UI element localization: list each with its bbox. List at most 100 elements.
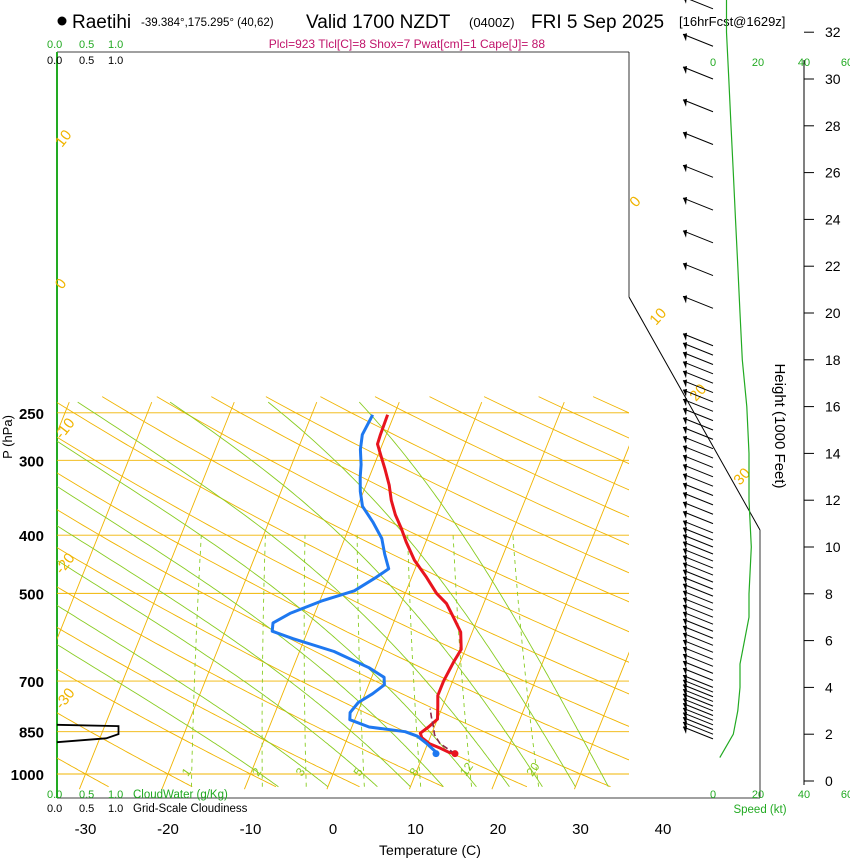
wind-barb	[682, 618, 714, 632]
wind-barb-flag	[683, 541, 687, 550]
mixing-ratio-line-20	[512, 535, 540, 787]
wind-barb-flag	[683, 417, 687, 425]
wind-barb-shaft	[682, 604, 714, 618]
cloudiness-bottom-tick-0: 0.0	[47, 803, 62, 815]
speed-bottom-tick-20: 20	[752, 789, 764, 801]
wind-barb-flag	[683, 491, 687, 500]
wind-barb	[682, 332, 714, 347]
wind-barb	[682, 351, 714, 365]
forecast-date: FRI 5 Sep 2025	[531, 12, 664, 33]
wind-barb	[682, 526, 714, 541]
cloudwater-top-tick-2: 1.0	[108, 39, 123, 51]
dry-adiabat-60	[57, 401, 629, 695]
wind-barb-shaft	[682, 721, 714, 735]
height-tick-label-16: 16	[825, 399, 841, 415]
dry-adiabat--10	[57, 668, 277, 788]
wind-barb	[682, 611, 714, 625]
wind-barb	[682, 482, 714, 496]
wind-barb	[682, 576, 714, 590]
wind-barb	[682, 473, 714, 487]
wind-barb	[682, 98, 714, 113]
wind-barb-shaft	[682, 464, 714, 478]
wind-barb	[682, 491, 714, 506]
wind-barb-shaft	[682, 436, 714, 450]
wind-barb-flag	[683, 98, 687, 107]
wind-barb-flag	[683, 445, 687, 454]
wind-barb-flag	[683, 454, 687, 463]
temperature-tick-label-20: 20	[490, 821, 507, 838]
cloudwater-label: CloudWater (g/Kg)	[133, 789, 228, 801]
height-tick-label-0: 0	[825, 773, 833, 789]
wind-barb	[682, 534, 714, 548]
dry-adiabat--20	[57, 712, 193, 788]
wind-barb-shaft	[682, 660, 714, 674]
wind-barb-shaft	[682, 712, 714, 726]
height-tick-label-14: 14	[825, 445, 841, 461]
wind-barb-shaft	[682, 66, 714, 80]
wind-barb-shaft	[682, 527, 714, 541]
wind-barb	[682, 426, 714, 440]
height-tick-label-20: 20	[825, 305, 841, 321]
cloudiness-bottom-tick-2: 1.0	[108, 803, 123, 815]
wind-barb-flag	[683, 360, 687, 369]
wind-barb-shaft	[682, 454, 714, 468]
cloudwater-bottom-tick-2: 1.0	[108, 789, 123, 801]
wind-barb-shaft	[682, 197, 714, 211]
moist-adiabat-30	[267, 401, 576, 787]
temperature-tick-label-40: 40	[655, 821, 672, 838]
wind-barb	[682, 66, 714, 80]
isotherm--40	[57, 401, 153, 641]
mixing-ratio-line-2	[261, 535, 266, 787]
wind-barb-shaft	[682, 653, 714, 667]
isotherm--30	[79, 401, 235, 790]
temperature-ticks: -30 -20 -10 0 10 20 30 40	[75, 821, 672, 838]
height-tick-label-26: 26	[825, 165, 841, 181]
wind-barb-flag	[683, 473, 687, 482]
dry-adiabat-40	[57, 472, 629, 761]
temperature-tick-label-30: 30	[572, 821, 589, 838]
wind-barb	[682, 569, 714, 583]
moist-adiabat-22	[77, 401, 510, 787]
wind-barb-flag	[683, 398, 687, 407]
wind-barb-shaft	[682, 417, 714, 431]
dry-adiabat-lines	[57, 396, 629, 788]
wind-barb-flag	[683, 501, 687, 510]
wind-barb-shaft	[682, 717, 714, 730]
wind-barb	[682, 562, 714, 576]
wind-barb-flag	[684, 0, 687, 4]
wind-barb	[682, 541, 714, 555]
wind-barb-shaft	[682, 576, 714, 590]
wind-barb-flag	[683, 229, 687, 238]
wind-barb-flag	[683, 625, 687, 634]
isotherm-20	[491, 445, 629, 790]
wind-barb	[682, 646, 714, 660]
mixing-ratio-line-1	[190, 535, 202, 787]
moist-adiabat-10	[57, 525, 411, 788]
moist-adiabat-26	[169, 401, 543, 787]
wind-barb	[682, 370, 714, 384]
wind-barb	[682, 435, 714, 450]
wind-barb-flag	[683, 342, 687, 351]
wind-barb-shaft	[682, 295, 714, 309]
dry-adiabat-10	[57, 586, 444, 788]
dry-adiabat-160	[592, 396, 629, 414]
wind-barb-shaft	[682, 707, 714, 721]
wind-barb-flag	[683, 332, 687, 341]
wind-barb-flag	[683, 534, 687, 542]
wind-barb-shaft	[682, 674, 714, 688]
cloudiness-profile	[56, 723, 120, 744]
wind-barb-flag	[683, 569, 687, 578]
wind-barb-flag	[683, 548, 687, 557]
isotherm-label-0: 10	[52, 127, 76, 151]
wind-barb	[682, 660, 714, 674]
wind-barb-flag	[683, 604, 687, 613]
wind-barb-shaft	[682, 389, 714, 403]
wind-barb	[682, 583, 714, 597]
wind-barb-shaft	[682, 473, 714, 487]
wind-barb-shaft	[682, 703, 714, 716]
pressure-tick-label-300: 300	[19, 453, 44, 470]
wind-barb-shaft	[682, 726, 714, 740]
mixing-ratio-line-3	[303, 535, 307, 787]
wind-barb-flag	[683, 510, 687, 519]
wind-barb-shaft	[682, 684, 714, 698]
